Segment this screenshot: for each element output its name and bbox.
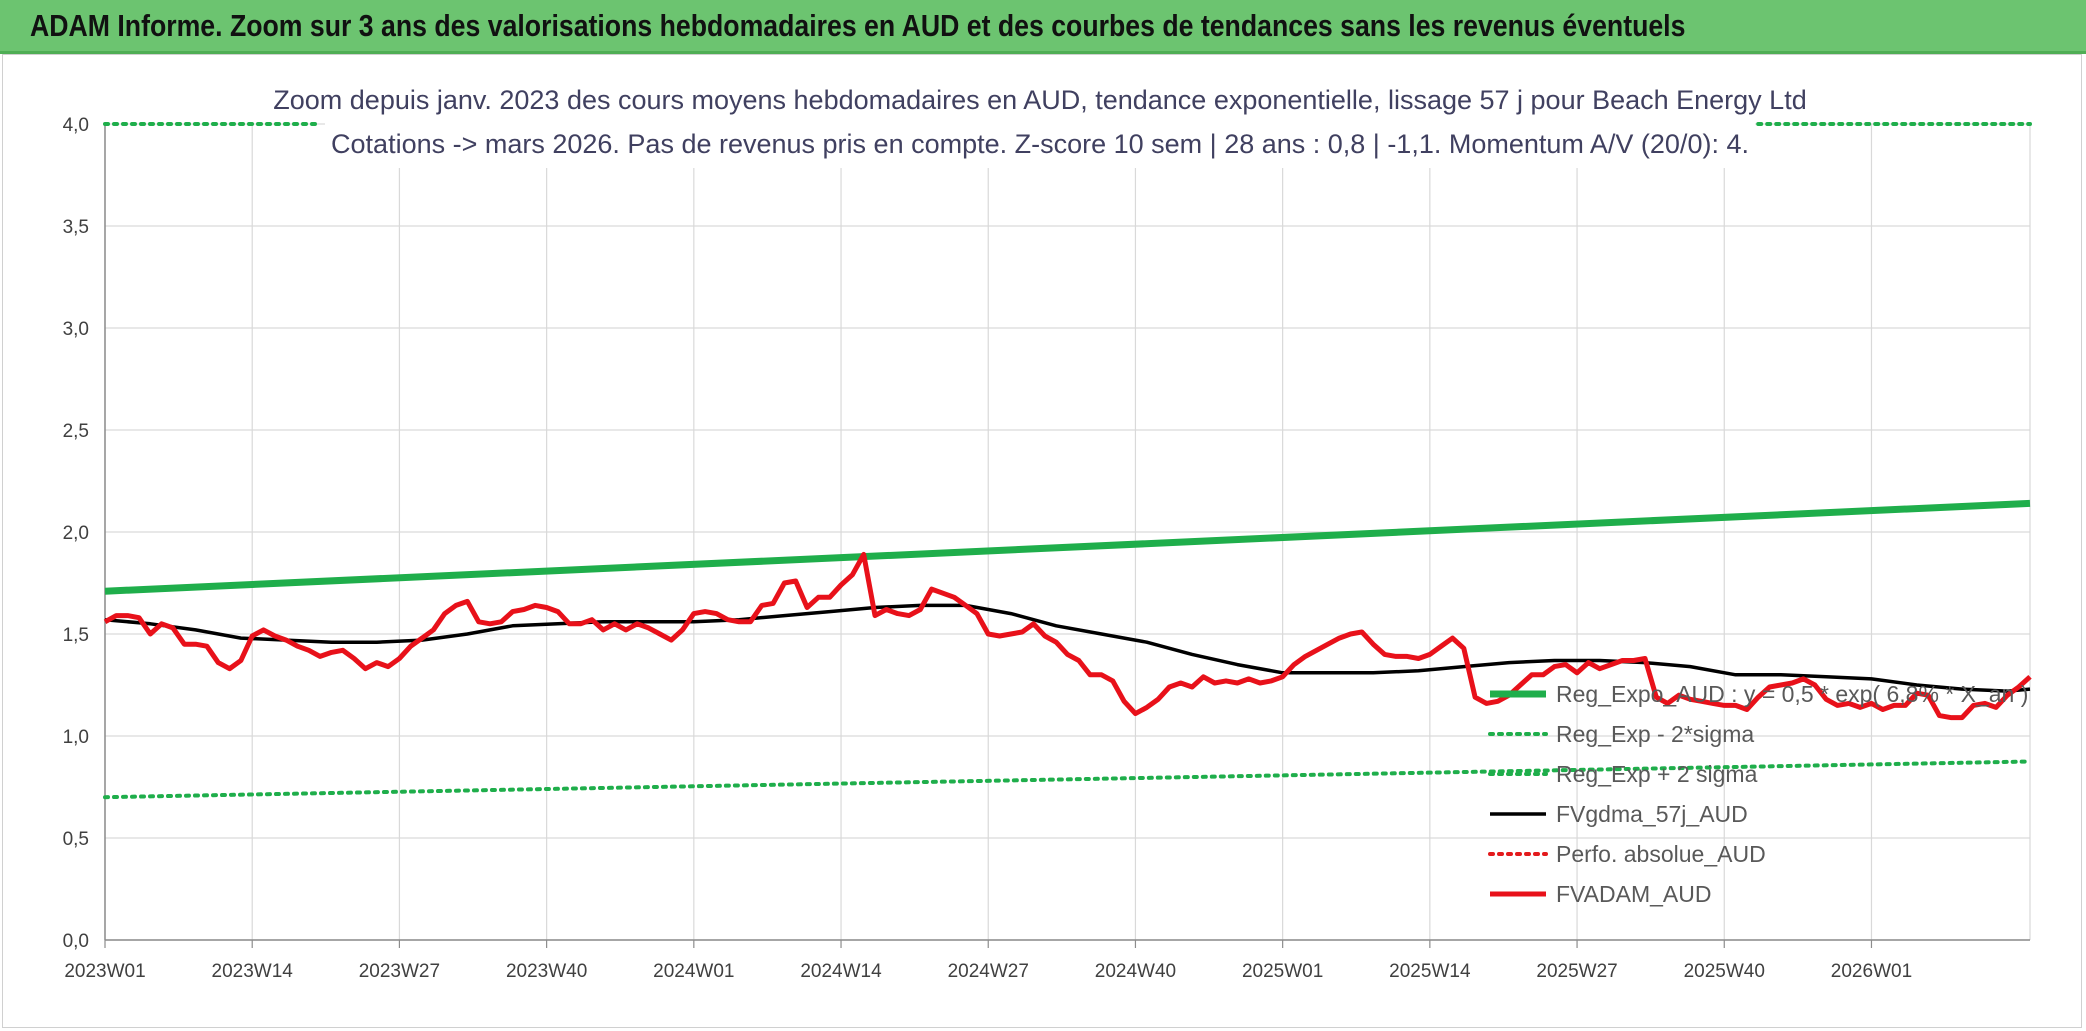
x-tick-label: 2025W14: [1389, 961, 1471, 982]
report-title: ADAM Informe. Zoom sur 3 ans des valoris…: [30, 8, 1686, 43]
series-lines: [103, 122, 2032, 800]
y-tick-label: 2,5: [63, 421, 89, 442]
y-tick-label: 1,0: [63, 727, 89, 748]
subtitle-background: [325, 78, 1755, 168]
x-tick-label: 2025W40: [1684, 961, 1765, 982]
x-tick-label: 2023W01: [64, 961, 145, 982]
subtitle-line-1: Zoom depuis janv. 2023 des cours moyens …: [273, 85, 1806, 115]
legend-label-3: FVgdma_57j_AUD: [1556, 801, 1748, 827]
legend-label-5: FVADAM_AUD: [1556, 881, 1712, 907]
series-line-3: [104, 603, 2031, 693]
axes: 0,0 0,5 1,0 1,5 2,0 2,5 3,0 3,5 4,0 2023W01 2023W1…: [63, 115, 2030, 982]
x-tick-label: 2024W14: [800, 961, 882, 982]
legend: Reg_Expo_AUD : y = 0,5 * exp( 6,8% * X_a…: [1488, 681, 2028, 907]
x-tick-label: 2023W40: [506, 961, 587, 982]
x-tick-label: 2025W27: [1536, 961, 1617, 982]
report-banner: ADAM Informe. Zoom sur 3 ans des valoris…: [0, 0, 2086, 54]
y-tick-label: 4,0: [63, 115, 89, 136]
x-tick-label: 2025W01: [1242, 961, 1323, 982]
y-tick-label: 1,5: [63, 625, 89, 646]
legend-label-1: Reg_Exp - 2*sigma: [1556, 721, 1754, 747]
y-tick-label: 3,5: [63, 217, 89, 238]
x-tick-label: 2024W27: [948, 961, 1029, 982]
series-line-1: [103, 759, 2032, 800]
chart-frame: [2, 54, 2082, 1028]
series-line-0: [104, 499, 2031, 595]
x-tick-label: 2023W27: [359, 961, 440, 982]
x-tick-label: 2023W14: [212, 961, 294, 982]
legend-label-4: Perfo. absolue_AUD: [1556, 841, 1766, 867]
x-tick-label: 2024W01: [653, 961, 734, 982]
x-tick-label: 2024W40: [1095, 961, 1176, 982]
legend-label-2: Reg_Exp + 2 sigma: [1556, 761, 1758, 787]
chart-subtitle: Zoom depuis janv. 2023 des cours moyens …: [273, 78, 1807, 168]
y-tick-label: 0,0: [63, 931, 89, 952]
y-tick-label: 3,0: [63, 319, 89, 340]
series-line-5: [103, 551, 2032, 721]
y-tick-label: 2,0: [63, 523, 89, 544]
x-tick-label: 2026W01: [1831, 961, 1912, 982]
legend-label-0: Reg_Expo_AUD : y = 0,5 * exp( 6,8% * X_a…: [1556, 681, 2028, 707]
subtitle-line-2: Cotations -> mars 2026. Pas de revenus p…: [331, 129, 1749, 159]
y-tick-label: 0,5: [63, 829, 89, 850]
